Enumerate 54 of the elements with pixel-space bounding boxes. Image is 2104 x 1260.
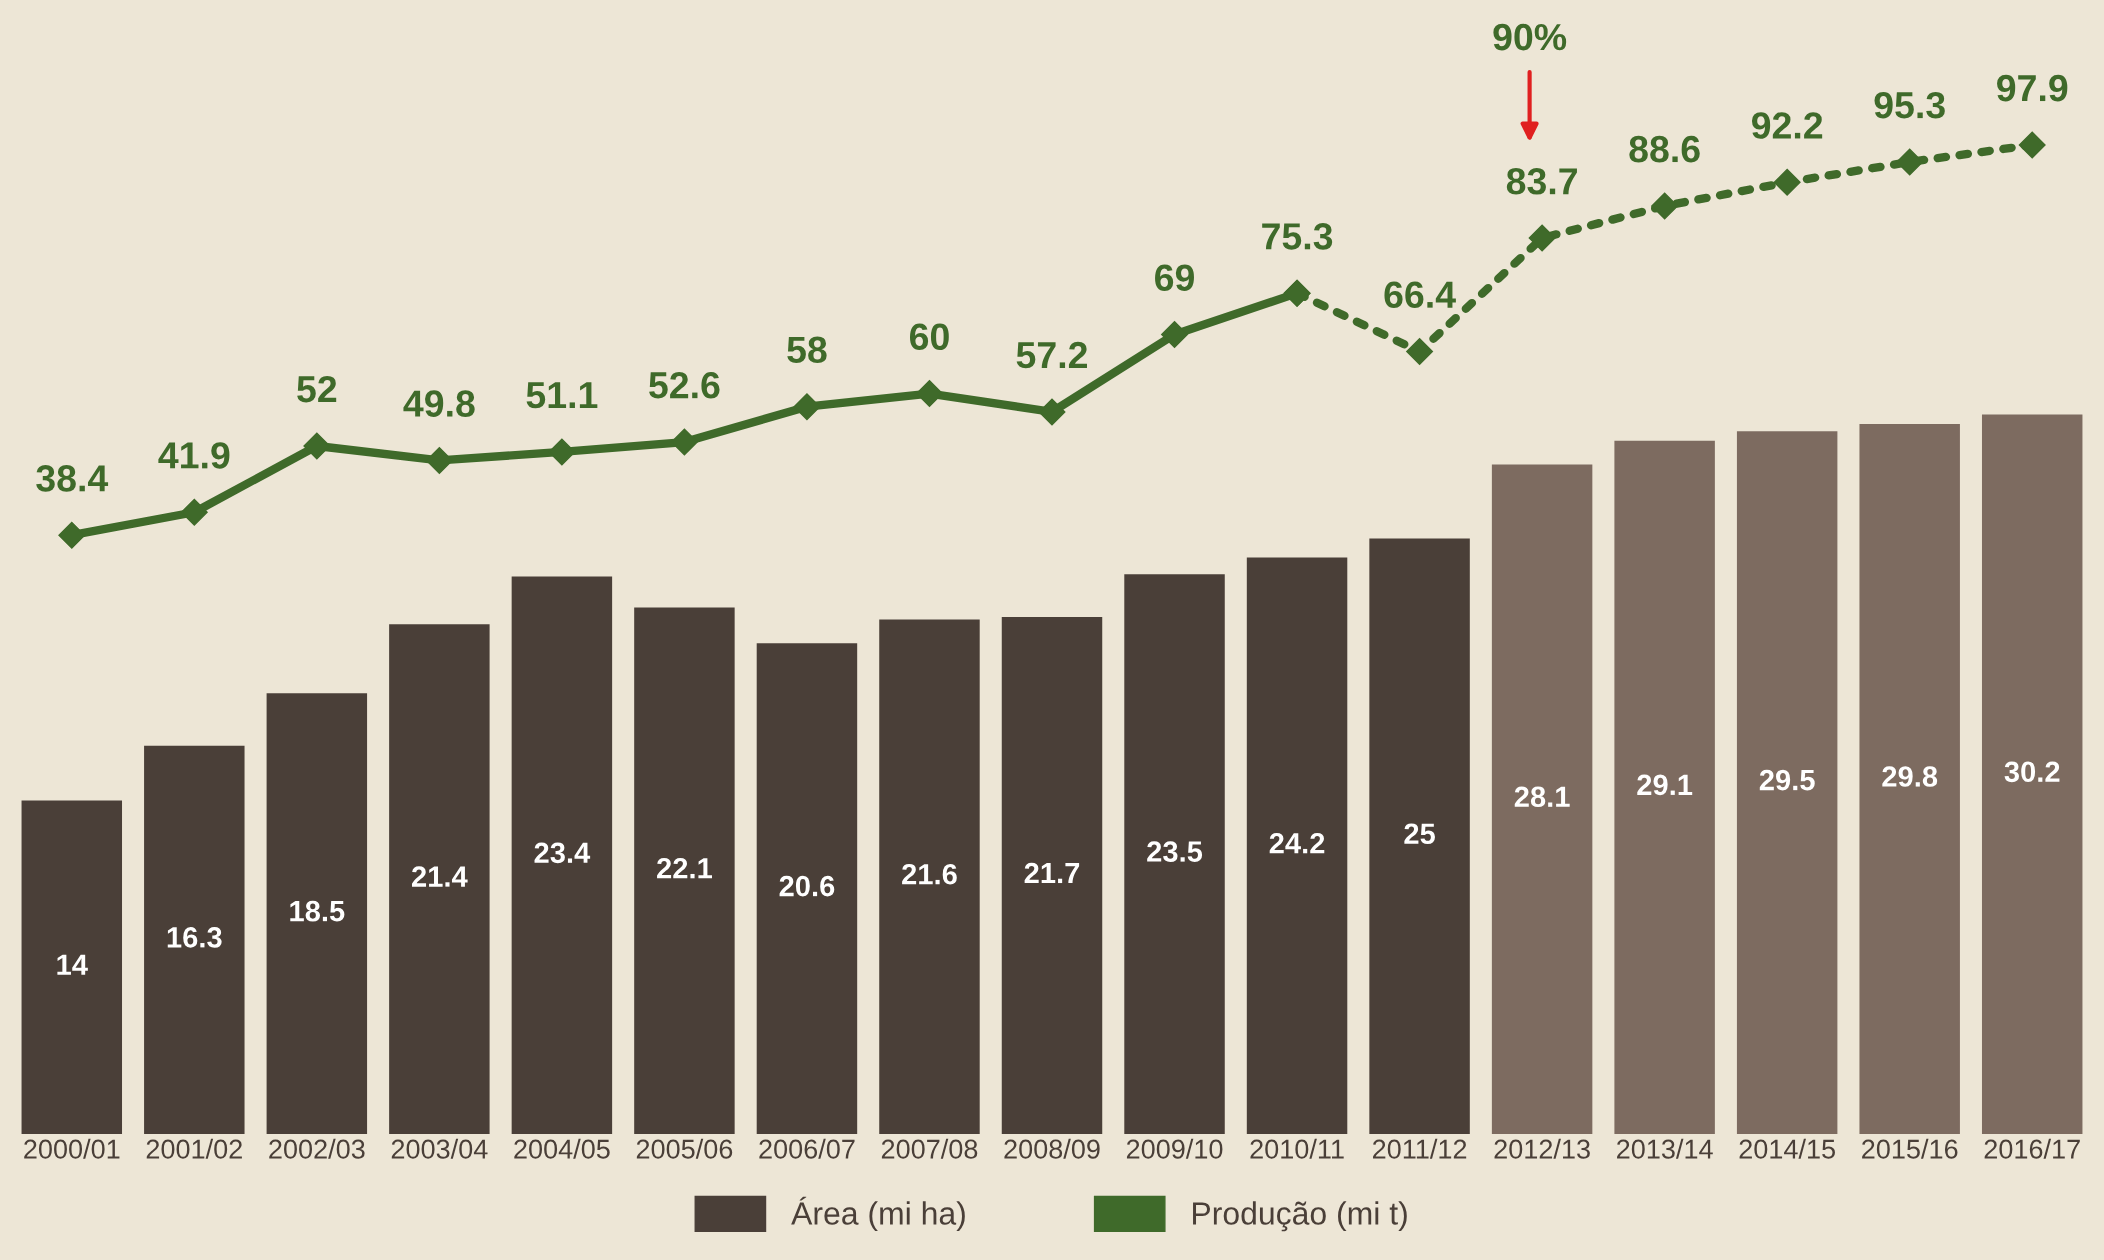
x-tick-label: 2012/13 xyxy=(1494,1138,1590,1159)
data-label: 25 xyxy=(1404,823,1435,845)
data-label: 41.9 xyxy=(158,442,230,469)
data-label: 51.1 xyxy=(526,382,598,409)
x-tick-label: 2001/02 xyxy=(146,1138,242,1159)
data-label: 24.2 xyxy=(1269,832,1325,854)
data-label: 21.4 xyxy=(412,866,468,887)
data-label: 66.4 xyxy=(1384,281,1456,309)
data-label: 60 xyxy=(909,323,949,350)
x-tick-label: 2011/12 xyxy=(1373,1138,1467,1159)
data-label: 18.5 xyxy=(290,900,345,922)
data-label: 69 xyxy=(1155,264,1194,291)
data-label: 75.3 xyxy=(1262,223,1333,250)
data-label: 20.6 xyxy=(779,875,835,897)
data-label: 52.6 xyxy=(649,371,720,399)
x-tick-label: 2016/17 xyxy=(1984,1138,2080,1159)
data-label: 92.2 xyxy=(1751,112,1823,139)
data-label: 23.5 xyxy=(1147,841,1203,862)
data-label: 57.2 xyxy=(1016,341,1087,369)
data-label: 28.1 xyxy=(1514,786,1570,808)
x-tick-label: 2010/11 xyxy=(1250,1138,1344,1159)
data-label: 95.3 xyxy=(1874,91,1945,119)
x-tick-label: 2005/06 xyxy=(636,1138,733,1159)
data-label: 23.4 xyxy=(534,842,591,864)
data-label: 52 xyxy=(297,375,337,403)
data-label: 58 xyxy=(787,336,827,364)
data-label: 30.2 xyxy=(2004,761,2060,783)
x-tick-label: 2003/04 xyxy=(391,1138,488,1159)
data-label: 21.7 xyxy=(1024,862,1080,884)
x-tick-label: 2004/05 xyxy=(514,1138,610,1159)
data-label: 16.3 xyxy=(167,927,222,948)
data-label: 88.6 xyxy=(1629,135,1700,163)
x-tick-label: 2013/14 xyxy=(1617,1138,1713,1159)
data-label: 38.4 xyxy=(36,465,109,492)
data-label: 22.1 xyxy=(657,857,712,879)
data-label: 83.7 xyxy=(1506,168,1577,195)
x-tick-label: 2014/15 xyxy=(1739,1138,1835,1159)
x-tick-label: 2006/07 xyxy=(759,1138,855,1159)
x-tick-label: 2015/16 xyxy=(1862,1138,1958,1159)
data-label: 21.6 xyxy=(902,863,957,885)
x-tick-label: 2000/01 xyxy=(24,1138,120,1159)
data-label: 49.8 xyxy=(403,390,475,417)
x-tick-label: 2009/10 xyxy=(1126,1138,1223,1159)
x-tick-label: 2007/08 xyxy=(881,1138,978,1159)
annotation: 90% xyxy=(1493,23,1567,51)
legend-label: Área (mi ha) xyxy=(791,1196,965,1232)
data-label: 97.9 xyxy=(1997,74,2068,102)
data-label: 29.1 xyxy=(1637,774,1693,796)
data-label: 29.8 xyxy=(1882,766,1938,787)
legend-label: Produção (mi t) xyxy=(1193,1201,1407,1232)
data-label: 14 xyxy=(57,954,88,975)
data-label: 29.5 xyxy=(1759,769,1815,791)
x-tick-label: 2008/09 xyxy=(1004,1138,1100,1159)
x-tick-label: 2002/03 xyxy=(269,1138,365,1159)
